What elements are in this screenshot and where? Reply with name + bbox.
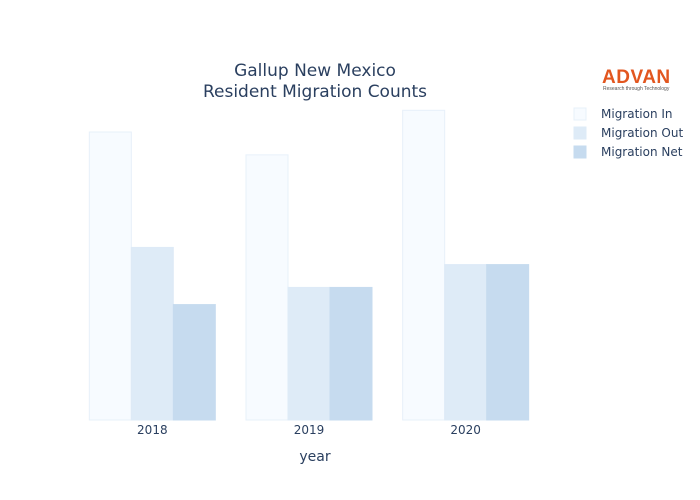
x-tick-label-2018: 2018	[137, 423, 168, 437]
legend-swatch	[573, 145, 587, 159]
legend-swatch	[573, 126, 587, 140]
chart-title-line-1: Gallup New Mexico	[234, 61, 396, 81]
bar-migration-net-2019[interactable]	[329, 286, 373, 421]
legend-item-migration-net[interactable]: Migration Net	[573, 145, 683, 159]
bar-migration-in-2019[interactable]	[245, 154, 289, 421]
legend-label: Migration Net	[601, 145, 683, 159]
advan-logo: ADVAN Research through Technology	[602, 67, 671, 92]
bar-migration-net-2020[interactable]	[486, 264, 530, 421]
bar-migration-net-2018[interactable]	[172, 304, 216, 421]
legend-label: Migration In	[601, 107, 673, 121]
bar-migration-in-2020[interactable]	[402, 109, 446, 421]
bar-migration-out-2019[interactable]	[287, 286, 331, 421]
legend-item-migration-out[interactable]: Migration Out	[573, 126, 683, 140]
x-tick-label-2019: 2019	[294, 423, 325, 437]
logo-brand: ADVAN	[602, 67, 671, 88]
legend-label: Migration Out	[601, 126, 683, 140]
x-tick-labels: 2018 2019 2020	[137, 423, 481, 437]
bar-migration-out-2018[interactable]	[130, 246, 174, 421]
bar-migration-in-2018[interactable]	[88, 131, 132, 421]
legend-swatch	[573, 107, 587, 121]
bars-group	[88, 109, 530, 421]
x-tick-label-2020: 2020	[450, 423, 481, 437]
legend-item-migration-in[interactable]: Migration In	[573, 107, 673, 121]
bar-migration-out-2020[interactable]	[444, 264, 488, 421]
x-axis-title: year	[299, 449, 330, 465]
chart-title-line-2: Resident Migration Counts	[203, 82, 427, 102]
logo-tagline: Research through Technology	[603, 86, 670, 92]
legend[interactable]: Migration In Migration Out Migration Net	[573, 107, 683, 159]
